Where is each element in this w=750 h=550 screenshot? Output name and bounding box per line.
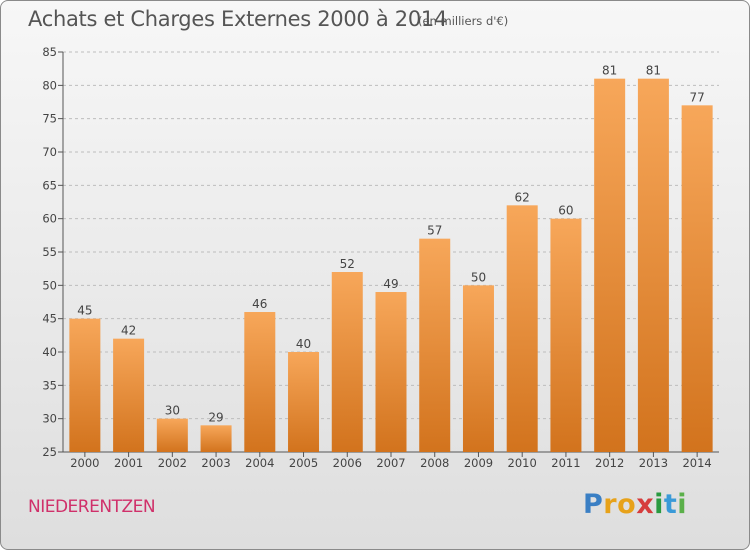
axes: 25 30 35 40 45 50 55 60 65 70 75 80 85: [42, 45, 719, 459]
x-tick-label: 2005: [289, 456, 318, 470]
y-tick-label: 45: [42, 312, 57, 326]
y-tick-label: 75: [42, 112, 57, 126]
x-tick-label: 2008: [420, 456, 449, 470]
y-tick-label: 25: [42, 445, 57, 459]
data-label: 77: [689, 90, 704, 104]
chart-subtitle: (en milliers d'€): [418, 14, 509, 28]
data-label: 60: [558, 204, 573, 218]
x-tick-label: 2010: [508, 456, 537, 470]
bar-2011: [550, 218, 582, 452]
y-tick-label: 50: [42, 278, 57, 292]
data-label: 29: [208, 410, 223, 424]
data-label: 81: [602, 64, 617, 78]
y-tick-label: 35: [42, 378, 57, 392]
x-tick-label: 2001: [114, 456, 143, 470]
y-tick-label: 55: [42, 245, 57, 259]
bar-2010: [506, 205, 538, 452]
x-tick-label: 2014: [682, 456, 711, 470]
data-label: 40: [296, 337, 311, 351]
bar-2009: [462, 285, 494, 452]
bar-2004: [244, 312, 276, 452]
bar-2012: [594, 78, 626, 453]
y-tick-label: 30: [42, 412, 57, 426]
y-tick-label: 85: [42, 45, 57, 59]
logo-letter: P: [583, 489, 604, 520]
data-label: 50: [471, 270, 486, 284]
data-label: 62: [515, 190, 530, 204]
x-tick-label: 2007: [376, 456, 405, 470]
data-label: 52: [340, 257, 355, 271]
data-label: 57: [427, 224, 442, 238]
y-tick-label: 60: [42, 212, 57, 226]
x-tick-label: 2006: [333, 456, 362, 470]
y-tick-label: 65: [42, 178, 57, 192]
logo-letter: i: [677, 489, 688, 520]
x-tick-label: 2013: [639, 456, 668, 470]
data-label: 30: [165, 404, 180, 418]
bar-2001: [113, 338, 145, 452]
bar-2002: [156, 418, 188, 452]
x-tick-label: 2009: [464, 456, 493, 470]
y-tick-label: 70: [42, 145, 57, 159]
chart-title: Achats et Charges Externes 2000 à 2014: [28, 7, 448, 31]
commune-name: NIEDERENTZEN: [28, 497, 156, 517]
data-label: 49: [383, 277, 398, 291]
x-tick-label: 2004: [245, 456, 274, 470]
y-tick-label: 40: [42, 345, 57, 359]
data-label: 81: [646, 64, 661, 78]
x-tick-label: 2012: [595, 456, 624, 470]
bar-2006: [331, 272, 363, 452]
logo-letter: o: [617, 489, 637, 520]
x-tick-label: 2000: [70, 456, 99, 470]
bar-2003: [200, 425, 232, 452]
x-tick-label: 2002: [158, 456, 187, 470]
bar-2014: [681, 105, 713, 452]
proxiti-logo: Proxiti: [583, 489, 687, 520]
data-label: 42: [121, 324, 136, 338]
data-label: 45: [77, 304, 92, 318]
logo-letter: t: [663, 489, 678, 520]
logo-letter: x: [636, 489, 655, 520]
x-tick-label: 2003: [201, 456, 230, 470]
x-tick-label: 2011: [551, 456, 580, 470]
bar-2005: [288, 352, 320, 452]
bar-2000: [69, 318, 101, 452]
bar-2008: [419, 238, 451, 452]
logo-letter: i: [654, 489, 664, 520]
data-label: 46: [252, 297, 267, 311]
bars: [69, 78, 713, 453]
bar-2007: [375, 292, 407, 452]
bar-2013: [637, 78, 669, 453]
labels: 2000 45 2001 42 2002 30 2003 29 2004 46 2005 40 2006…: [70, 64, 712, 470]
y-tick-label: 80: [42, 78, 57, 92]
logo-letter: r: [603, 489, 618, 520]
